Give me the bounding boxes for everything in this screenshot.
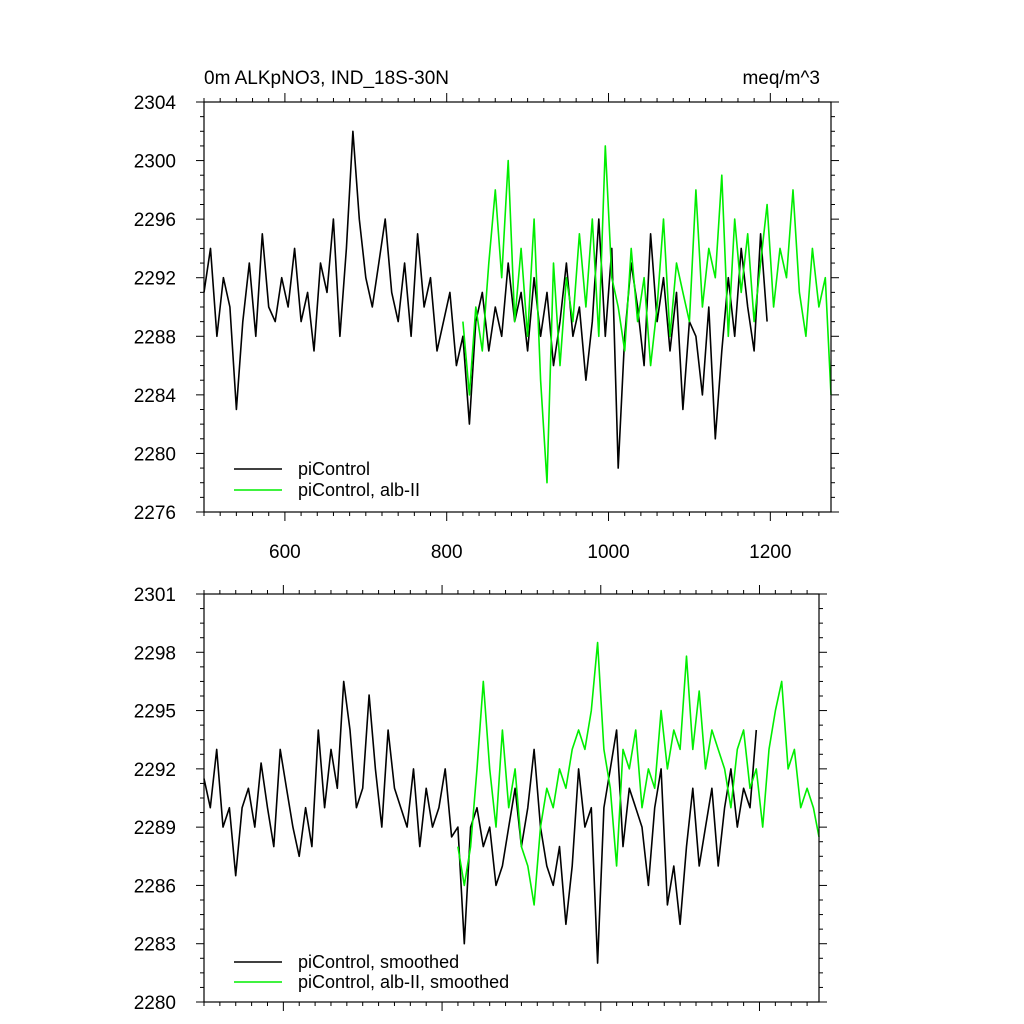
bottom-panel-frame (203, 593, 820, 1003)
bottom-ytick-label: 2289 (134, 818, 176, 839)
top-panel-units: meq/m^3 (742, 68, 820, 89)
bottom-panel-series (203, 641, 820, 964)
bottom-series-picontrol-smoothed (203, 680, 758, 964)
bottom-ytick-label: 2298 (134, 643, 176, 664)
top-ytick-label: 2304 (134, 93, 177, 114)
bottom-ytick-label: 2286 (134, 876, 176, 897)
top-ytick-label: 2284 (134, 386, 177, 407)
top-xtick-label: 800 (431, 542, 463, 563)
legend-label-picontrol-alb-ii: piControl, alb-II (298, 480, 420, 500)
bottom-ytick-label: 2301 (134, 585, 176, 606)
top-ytick-label: 2276 (134, 503, 176, 524)
bottom-panel: 2280 2283 2286 2289 2292 2295 2298 2301 piContr… (134, 585, 827, 1014)
bottom-series-picontrol-alb-ii-smoothed (457, 641, 820, 906)
top-ytick-label: 2288 (134, 327, 176, 348)
bottom-panel-ticks: 2280 2283 2286 2289 2292 2295 2298 2301 (134, 585, 827, 1014)
bottom-ytick-label: 2280 (134, 993, 176, 1014)
top-panel-series (203, 130, 832, 484)
bottom-panel-legend: piControl, smoothed piControl, alb-II, s… (234, 952, 509, 992)
top-series-picontrol-alb-ii (462, 145, 832, 484)
top-ytick-label: 2300 (134, 152, 176, 173)
bottom-ytick-label: 2295 (134, 702, 176, 723)
top-panel-frame (203, 101, 832, 513)
bottom-ytick-label: 2292 (134, 760, 176, 781)
top-xtick-label: 1000 (587, 542, 629, 563)
top-series-picontrol (203, 130, 768, 469)
top-panel-legend: piControl piControl, alb-II (234, 459, 420, 500)
top-panel-ticks: 2276 2280 2284 2288 2292 2296 2300 2304 600 800 10… (134, 93, 839, 563)
top-panel-title: 0m ALKpNO3, IND_18S-30N (204, 68, 449, 89)
top-xtick-label: 1200 (749, 542, 791, 563)
top-ytick-label: 2292 (134, 269, 176, 290)
top-xtick-label: 600 (269, 542, 301, 563)
top-ytick-label: 2296 (134, 210, 176, 231)
legend-label-picontrol: piControl (298, 459, 370, 479)
legend-label-picontrol-alb-ii-smoothed: piControl, alb-II, smoothed (298, 972, 509, 992)
bottom-ytick-label: 2283 (134, 935, 176, 956)
top-panel: 0m ALKpNO3, IND_18S-30N meq/m^3 2276 2280… (134, 68, 839, 563)
legend-label-picontrol-smoothed: piControl, smoothed (298, 952, 459, 972)
top-ytick-label: 2280 (134, 444, 176, 465)
